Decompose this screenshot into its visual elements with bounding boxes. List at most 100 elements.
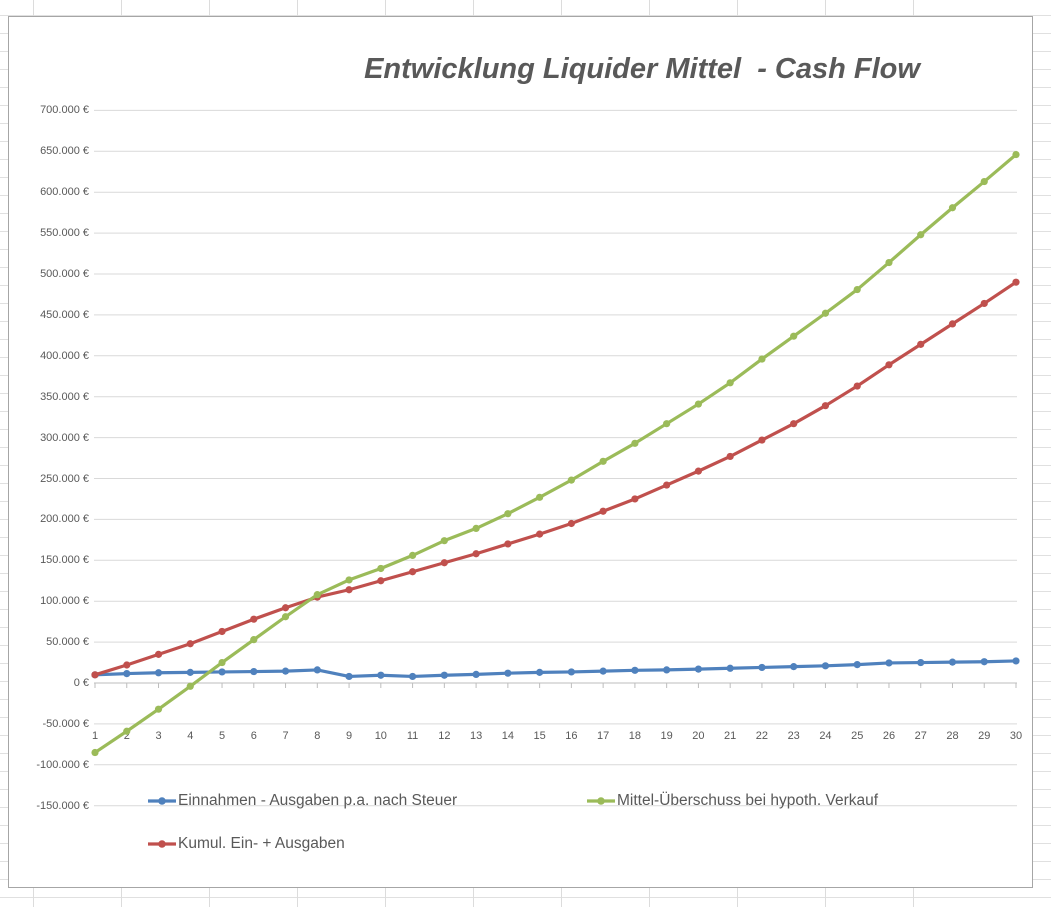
series-kumul-ein-ausgaben-marker — [885, 361, 893, 369]
series-mittel-ueberschuss[interactable] — [91, 150, 1020, 757]
series-mittel-ueberschuss-marker — [917, 231, 925, 239]
series-kumul-ein-ausgaben[interactable] — [91, 278, 1020, 679]
legend-label: Mittel-Überschuss bei hypoth. Verkauf — [617, 792, 879, 809]
y-tick-label: 350.000 € — [40, 390, 89, 403]
y-tick-label: -50.000 € — [42, 717, 89, 730]
series-kumul-ein-ausgaben-marker — [567, 519, 575, 528]
x-tick-label: 5 — [218, 730, 226, 742]
chart-legend[interactable]: Einnahmen - Ausgaben p.a. nach Steuer Mit… — [147, 790, 987, 860]
series-einnahmen-ausgaben-marker — [281, 667, 290, 675]
series-einnahmen-ausgaben-marker — [345, 672, 353, 681]
series-kumul-ein-ausgaben-marker — [91, 671, 99, 679]
y-tick-label: 250.000 € — [40, 472, 89, 485]
x-tick-label: 22 — [755, 730, 769, 742]
series-kumul-ein-ausgaben-marker — [790, 420, 798, 428]
series-einnahmen-ausgaben-marker — [377, 671, 385, 679]
legend-label: Kumul. Ein- + Ausgaben — [178, 835, 345, 852]
series-einnahmen-ausgaben-marker — [154, 669, 163, 677]
series-mittel-ueberschuss-marker — [123, 727, 131, 735]
x-tick-label: 8 — [314, 730, 321, 742]
series-kumul-ein-ausgaben-marker — [345, 586, 353, 594]
series-mittel-ueberschuss-marker — [663, 420, 671, 428]
series-kumul-ein-ausgaben-marker — [472, 550, 480, 558]
x-tick-label: 7 — [282, 730, 289, 742]
series-kumul-ein-ausgaben-marker — [726, 452, 734, 461]
series-einnahmen-ausgaben[interactable] — [91, 657, 1020, 681]
x-tick-label: 30 — [1009, 730, 1023, 742]
y-tick-label: 650.000 € — [40, 145, 89, 158]
series-kumul-ein-ausgaben-marker — [821, 402, 830, 410]
series-kumul-ein-ausgaben-marker — [440, 559, 448, 567]
series-mittel-ueberschuss-marker — [218, 658, 226, 667]
y-tick-label: 200.000 € — [40, 513, 89, 526]
series-einnahmen-ausgaben-line — [93, 659, 1018, 679]
series-einnahmen-ausgaben-marker — [408, 672, 417, 681]
series-mittel-ueberschuss-marker — [599, 457, 607, 465]
x-tick-label: 9 — [346, 730, 353, 742]
series-mittel-ueberschuss-marker — [821, 309, 830, 317]
x-tick-label: 12 — [438, 730, 451, 742]
series-mittel-ueberschuss-marker — [694, 400, 703, 408]
series-einnahmen-ausgaben-marker — [885, 659, 893, 667]
y-tick-label: 500.000 € — [40, 268, 89, 280]
series-kumul-ein-ausgaben-marker — [599, 507, 607, 515]
series-kumul-ein-ausgaben-marker — [853, 382, 861, 390]
series-kumul-ein-ausgaben-line — [93, 280, 1018, 677]
series-mittel-ueberschuss-marker — [631, 439, 639, 447]
x-tick-label: 14 — [501, 730, 514, 742]
series-mittel-ueberschuss-marker — [472, 524, 480, 532]
series-einnahmen-ausgaben-marker — [980, 658, 988, 666]
series-mittel-ueberschuss-marker — [91, 748, 99, 757]
series-einnahmen-ausgaben-marker — [123, 669, 131, 678]
legend-marker-icon — [148, 797, 176, 805]
series-einnahmen-ausgaben-marker — [631, 666, 639, 674]
y-tick-label: 300.000 € — [40, 431, 89, 444]
series-einnahmen-ausgaben-marker — [853, 660, 861, 669]
y-tick-label: 150.000 € — [40, 554, 89, 567]
x-tick-label: 10 — [374, 730, 387, 742]
chart-area[interactable]: Entwicklung Liquider Mittel - Cash Flow … — [8, 16, 1033, 888]
legend-item-series-kumul-ein-ausgaben[interactable]: Kumul. Ein- + Ausgaben — [147, 833, 345, 855]
series-einnahmen-ausgaben-marker — [567, 668, 575, 676]
x-tick-label: 16 — [565, 730, 578, 742]
y-tick-label: 0 € — [73, 677, 89, 689]
series-kumul-ein-ausgaben-marker — [631, 495, 639, 503]
series-mittel-ueberschuss-marker — [377, 564, 385, 573]
series-einnahmen-ausgaben-marker — [663, 666, 671, 674]
series-mittel-ueberschuss-line — [93, 152, 1018, 755]
series-kumul-ein-ausgaben-marker — [663, 481, 671, 489]
series-kumul-ein-ausgaben-marker — [218, 627, 226, 636]
series-kumul-ein-ausgaben-marker — [408, 568, 417, 576]
x-tick-label: 6 — [250, 730, 257, 742]
series-mittel-ueberschuss-marker — [440, 537, 448, 545]
series-einnahmen-ausgaben-marker — [186, 668, 194, 676]
series-mittel-ueberschuss-marker — [408, 551, 417, 559]
series-einnahmen-ausgaben-marker — [726, 664, 734, 672]
x-tick-label: 27 — [914, 730, 927, 742]
series-mittel-ueberschuss-marker — [567, 476, 575, 484]
legend-item-series-einnahmen-ausgaben[interactable]: Einnahmen - Ausgaben p.a. nach Steuer — [147, 790, 457, 812]
series-mittel-ueberschuss-marker — [504, 510, 512, 518]
x-tick-label: 28 — [946, 730, 959, 742]
x-tick-label: 4 — [187, 730, 194, 742]
y-tick-label: 100.000 € — [40, 595, 89, 608]
y-tick-label: 550.000 € — [40, 227, 89, 240]
x-tick-label: 23 — [787, 730, 800, 742]
series-einnahmen-ausgaben-marker — [250, 667, 258, 676]
series-einnahmen-ausgaben-marker — [821, 662, 830, 670]
y-tick-label: -100.000 € — [36, 758, 89, 771]
series-kumul-ein-ausgaben-marker — [536, 530, 544, 538]
x-tick-label: 24 — [819, 730, 832, 742]
chart-title[interactable]: Entwicklung Liquider Mittel - Cash Flow — [364, 53, 920, 85]
series-kumul-ein-ausgaben-marker — [250, 615, 258, 623]
series-kumul-ein-ausgaben-marker — [948, 320, 957, 328]
series-mittel-ueberschuss-marker — [980, 177, 988, 186]
series-mittel-ueberschuss-marker — [345, 576, 353, 584]
series-einnahmen-ausgaben-marker — [790, 663, 798, 671]
x-tick-label: 18 — [628, 730, 642, 742]
series-mittel-ueberschuss-marker — [250, 636, 258, 644]
series-einnahmen-ausgaben-marker — [504, 669, 512, 677]
legend-item-series-mittel-ueberschuss[interactable]: Mittel-Überschuss bei hypoth. Verkauf — [586, 790, 878, 812]
series-kumul-ein-ausgaben-marker — [758, 436, 766, 444]
series-einnahmen-ausgaben-marker — [218, 668, 226, 676]
